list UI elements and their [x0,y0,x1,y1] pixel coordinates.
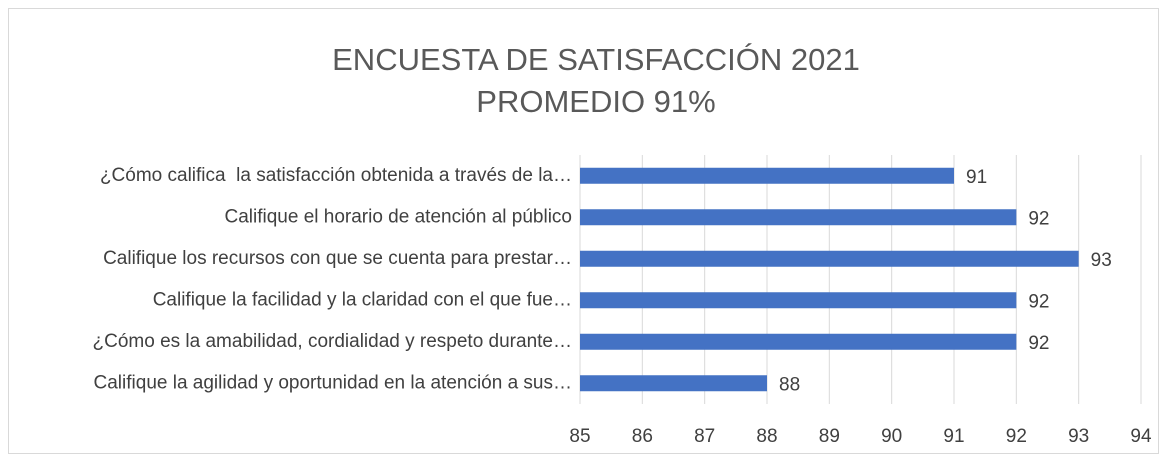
data-label: 92 [1028,208,1049,229]
bar [580,250,1079,267]
y-tick-label: Califique el horario de atención al públ… [224,206,572,227]
bar [580,209,1017,226]
chart-subtitle: PROMEDIO 91% [476,84,715,119]
x-tick-label: 87 [694,426,715,447]
data-label: 92 [1028,333,1049,354]
data-label: 92 [1028,291,1049,312]
data-label: 93 [1091,250,1112,271]
x-tick-label: 91 [943,426,964,447]
y-tick-label: ¿Cómo califica la satisfacción obtenida … [100,165,572,186]
x-tick-label: 90 [881,426,902,447]
chart-title: ENCUESTA DE SATISFACCIÓN 2021 [332,42,860,77]
chart-border [8,8,1159,454]
y-tick-label: ¿Cómo es la amabilidad, cordialidad y re… [93,331,572,352]
x-tick-label: 85 [569,426,590,447]
data-label: 91 [966,167,987,188]
x-tick-label: 92 [1006,426,1027,447]
y-tick-label: Califique la facilidad y la claridad con… [153,289,572,310]
bar [580,167,954,184]
x-tick-label: 86 [632,426,653,447]
bar [580,375,767,392]
y-tick-label: Califique los recursos con que se cuenta… [103,248,572,269]
x-tick-label: 89 [819,426,840,447]
x-tick-label: 93 [1068,426,1089,447]
bar [580,292,1017,309]
bar [580,333,1017,350]
x-tick-label: 94 [1130,426,1152,447]
x-tick-label: 88 [756,426,777,447]
y-tick-label: Califique la agilidad y oportunidad en l… [94,372,572,393]
data-label: 88 [779,374,800,395]
